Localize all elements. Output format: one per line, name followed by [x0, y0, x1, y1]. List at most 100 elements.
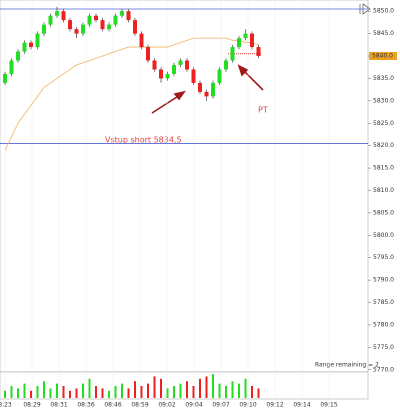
volume-bar: [36, 386, 39, 398]
candle-body: [100, 20, 105, 30]
x-tick-label: 08:29: [23, 402, 40, 409]
volume-bar: [179, 383, 182, 398]
volume-bar: [251, 386, 253, 398]
x-tick-label: 08:59: [131, 402, 148, 409]
volume-bar: [69, 390, 71, 398]
candle-body: [120, 11, 124, 16]
x-tick-label: 09:10: [239, 402, 256, 409]
range-note: Range remaining = 2: [315, 362, 379, 369]
candle-body: [217, 69, 222, 83]
x-tick-label: 09:04: [185, 402, 202, 409]
volume-bar: [192, 386, 195, 398]
y-tick-label: 5785.0: [373, 299, 394, 306]
volume-bar: [244, 378, 247, 398]
volume-bar: [218, 383, 221, 398]
target-note: PT: [258, 106, 268, 115]
candle-body: [55, 11, 59, 16]
y-tick-label: 5845.0: [373, 30, 394, 37]
candle-body: [68, 20, 72, 30]
candle-body: [133, 20, 137, 34]
last-price-box: [369, 52, 397, 61]
candle-body: [48, 15, 53, 25]
y-tick-label: 5830.0: [373, 97, 394, 104]
volume-bar: [153, 376, 156, 398]
candle-body: [178, 60, 183, 65]
candle-body: [204, 91, 209, 97]
y-tick-label: 5805.0: [373, 209, 394, 216]
candle-body: [146, 47, 150, 61]
volume-bar: [225, 386, 227, 398]
candle-body: [165, 73, 170, 79]
entry-note: Vstup short 5834,5: [105, 136, 182, 145]
x-tick-label: 09:02: [158, 402, 175, 409]
volume-bar: [56, 383, 58, 398]
volume-bar: [257, 388, 260, 398]
candle-body: [81, 24, 85, 34]
y-tick-label: 5825.0: [373, 120, 394, 127]
y-tick-label: 5775.0: [373, 344, 394, 351]
volume-bar: [166, 388, 169, 398]
candle-body: [224, 60, 228, 70]
volume-bar: [108, 390, 110, 398]
candle-body: [191, 69, 196, 83]
volume-bar: [62, 386, 65, 398]
volume-bar: [23, 383, 26, 398]
candle-body: [152, 60, 157, 70]
x-tick-label: 09:15: [320, 402, 337, 409]
candle-body: [198, 82, 202, 92]
candle-body: [94, 15, 98, 21]
volume-bar: [101, 388, 104, 398]
x-tick-label: 09:14: [293, 402, 310, 409]
volume-bar: [140, 386, 143, 398]
y-tick-label: 5835.0: [373, 75, 394, 82]
candle-body: [126, 11, 131, 21]
volume-bar: [82, 383, 84, 398]
volume-bar: [75, 388, 78, 398]
last-price-label: 5840.0: [372, 53, 393, 60]
volume-bar: [10, 386, 13, 398]
y-tick-label: 5770.0: [373, 366, 394, 373]
volume-bar: [238, 383, 240, 398]
candle-body: [74, 29, 79, 34]
y-tick-label: 5780.0: [373, 321, 394, 328]
y-tick-label: 5790.0: [373, 277, 394, 284]
y-tick-label: 5810.0: [373, 187, 394, 194]
candle-body: [107, 24, 111, 30]
volume-bar: [205, 376, 208, 398]
volume-bar: [231, 381, 234, 398]
candle-body: [139, 33, 144, 48]
arrows: [151, 64, 264, 114]
x-tick-label: 8:23: [0, 402, 12, 409]
candle-body: [172, 64, 176, 74]
y-tick-label: 5820.0: [373, 142, 394, 149]
candle-body: [113, 15, 118, 25]
volume-bar: [17, 388, 19, 398]
volume-bar: [4, 390, 6, 398]
candle-body: [3, 73, 7, 83]
volume-bar: [199, 378, 201, 398]
y-tick-label: 5795.0: [373, 254, 394, 261]
y-tick-label: 5800.0: [373, 232, 394, 239]
price-pane: [0, 0, 369, 373]
volume-bar: [88, 378, 91, 398]
volume-bar: [134, 381, 136, 398]
volume-bar: [43, 381, 45, 398]
candle-body: [61, 11, 66, 21]
volume-bar: [114, 386, 117, 398]
volume-bar: [30, 390, 32, 398]
x-tick-label: 09:12: [266, 402, 283, 409]
candle-body: [9, 60, 14, 74]
candle-body: [256, 47, 261, 57]
candle-body: [237, 38, 241, 48]
y-tick-label: 5815.0: [373, 165, 394, 172]
x-tick-label: 08:31: [50, 402, 67, 409]
candle-body: [185, 60, 189, 70]
candle-body: [159, 69, 163, 79]
volume-bar: [186, 381, 188, 398]
volume-bar: [147, 383, 149, 398]
candle-body: [16, 51, 20, 61]
candle-body: [250, 33, 254, 48]
volume-pane: [0, 371, 369, 400]
moving-average: [4, 37, 259, 151]
